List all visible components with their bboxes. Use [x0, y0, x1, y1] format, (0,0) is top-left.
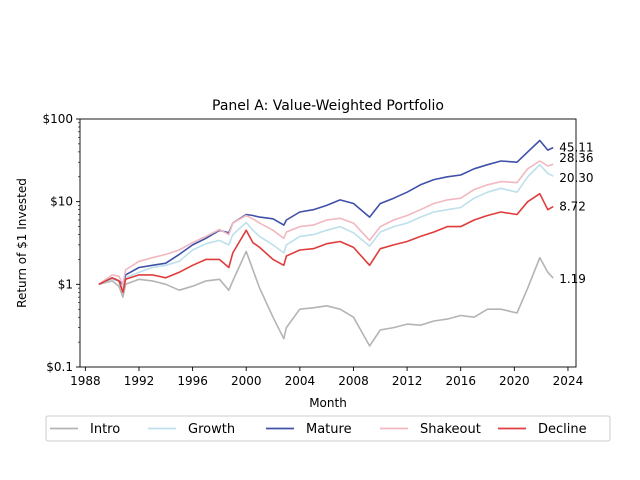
- x-tick-label: 2012: [392, 374, 423, 388]
- x-tick-label: 2024: [553, 374, 584, 388]
- x-tick-label: 2004: [285, 374, 316, 388]
- x-axis: 1988 1992 1996 2000 2004 2008 2012 2016 2020 2024: [70, 367, 583, 388]
- y-axis-label: Return of $1 Invested: [15, 178, 29, 308]
- y-tick-label: $1: [58, 277, 73, 291]
- legend-label-mature: Mature: [306, 422, 352, 437]
- end-label-mature: 45.11: [559, 141, 593, 155]
- legend-box: [45, 415, 611, 442]
- legend: Intro Growth Mature Shakeout Decline: [45, 415, 611, 442]
- y-tick-label: $10: [50, 195, 73, 209]
- y-axis: $0.1 $1 $10 $100: [42, 112, 80, 374]
- legend-label-intro: Intro: [90, 422, 120, 437]
- x-tick-label: 1992: [124, 374, 155, 388]
- x-tick-label: 2016: [445, 374, 476, 388]
- series-layer: [98, 139, 554, 347]
- series-line-growth: [98, 163, 554, 289]
- x-tick-label: 1996: [177, 374, 208, 388]
- legend-label-decline: Decline: [538, 422, 587, 437]
- series-line-mature: [98, 139, 554, 286]
- series-line-shakeout: [98, 160, 554, 286]
- series-line-intro: [98, 250, 554, 347]
- series-line-decline: [98, 192, 554, 294]
- chart-title: Panel A: Value-Weighted Portfolio: [212, 98, 444, 114]
- legend-label-shakeout: Shakeout: [420, 422, 481, 437]
- plot-frame: [79, 118, 577, 368]
- end-label-growth: 20.30: [559, 171, 593, 185]
- end-label-intro: 1.19: [559, 272, 586, 286]
- x-axis-label: Month: [309, 396, 347, 410]
- end-label-shakeout: 28.36: [559, 151, 593, 165]
- end-label-decline: 8.72: [559, 200, 586, 214]
- y-tick-label: $0.1: [46, 360, 73, 374]
- x-tick-label: 2008: [338, 374, 369, 388]
- x-tick-label: 2020: [499, 374, 530, 388]
- x-tick-label: 1988: [70, 374, 101, 388]
- y-tick-label: $100: [42, 112, 73, 126]
- x-tick-label: 2000: [231, 374, 262, 388]
- legend-label-growth: Growth: [188, 422, 235, 437]
